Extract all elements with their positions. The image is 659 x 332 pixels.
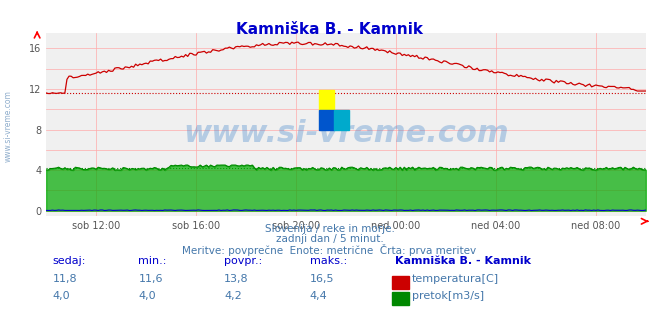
Text: 4,4: 4,4: [310, 291, 328, 301]
Bar: [319, 90, 334, 110]
Text: www.si-vreme.com: www.si-vreme.com: [183, 119, 509, 148]
Text: min.:: min.:: [138, 256, 167, 266]
Text: pretok[m3/s]: pretok[m3/s]: [412, 291, 484, 301]
Bar: [319, 110, 334, 130]
Text: 4,2: 4,2: [224, 291, 242, 301]
Bar: [334, 110, 349, 130]
Text: zadnji dan / 5 minut.: zadnji dan / 5 minut.: [275, 234, 384, 244]
Text: Slovenija / reke in morje.: Slovenija / reke in morje.: [264, 224, 395, 234]
Text: maks.:: maks.:: [310, 256, 347, 266]
Text: Kamniška B. - Kamnik: Kamniška B. - Kamnik: [236, 22, 423, 37]
Text: www.si-vreme.com: www.si-vreme.com: [3, 90, 13, 162]
Text: 13,8: 13,8: [224, 274, 248, 284]
Text: Kamniška B. - Kamnik: Kamniška B. - Kamnik: [395, 256, 531, 266]
Text: povpr.:: povpr.:: [224, 256, 262, 266]
Text: 11,8: 11,8: [53, 274, 77, 284]
Text: 11,6: 11,6: [138, 274, 163, 284]
Text: 16,5: 16,5: [310, 274, 334, 284]
Text: temperatura[C]: temperatura[C]: [412, 274, 499, 284]
Text: Meritve: povprečne  Enote: metrične  Črta: prva meritev: Meritve: povprečne Enote: metrične Črta:…: [183, 244, 476, 256]
Text: sedaj:: sedaj:: [53, 256, 86, 266]
Text: 4,0: 4,0: [138, 291, 156, 301]
Text: 4,0: 4,0: [53, 291, 71, 301]
